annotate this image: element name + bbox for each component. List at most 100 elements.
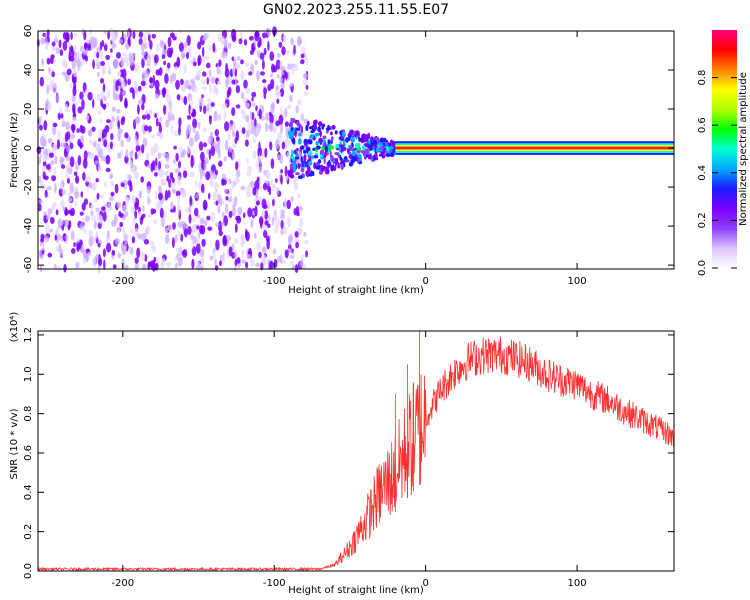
spectrogram-noise-blob	[148, 213, 153, 218]
spectrogram-noise-blob	[217, 80, 222, 86]
spectrogram-noise-blob	[117, 120, 120, 130]
spectrogram-transition-blob	[308, 160, 313, 166]
spectrogram-noise-blob	[185, 207, 189, 214]
spectrogram-noise-blob	[138, 211, 142, 219]
spectrogram-noise-blob	[226, 235, 232, 242]
spectrogram-noise-blob	[167, 36, 172, 48]
spectrogram-transition-blob	[373, 155, 377, 161]
spectrogram-transition-blob	[330, 136, 334, 142]
spectrogram-noise-blob	[240, 235, 246, 241]
spectrogram-noise-blob	[47, 138, 53, 144]
spectrogram-transition-blob	[340, 163, 344, 170]
spectrogram-transition-blob	[307, 150, 313, 156]
spectrogram-noise-blob	[284, 165, 288, 177]
spectrogram-transition-blob	[354, 133, 357, 138]
spectrogram-noise-blob	[275, 85, 280, 91]
spectrogram-noise-blob	[39, 153, 42, 159]
spectrogram-noise-blob	[172, 189, 177, 194]
spectrogram-noise-blob	[282, 259, 286, 265]
spectrogram-noise-blob	[69, 156, 75, 168]
spectrogram-noise-blob	[254, 59, 258, 66]
spectrogram-noise-blob	[193, 236, 197, 245]
spectrogram-noise-blob	[250, 257, 255, 268]
spectrogram-noise-blob	[173, 205, 176, 213]
spectrogram-transition-blob	[325, 127, 331, 131]
spectrogram-noise-blob	[53, 264, 57, 269]
spectrogram-x-tick-label: -200	[111, 276, 134, 287]
spectrogram-noise-blob	[279, 213, 285, 220]
spectrogram-noise-blob	[254, 205, 258, 217]
spectrogram-noise-blob	[113, 58, 119, 70]
spectrogram-noise-blob	[141, 103, 145, 111]
spectrogram-transition-blob	[328, 160, 331, 165]
spectrogram-noise-blob	[131, 195, 136, 205]
spectrogram-noise-blob	[194, 134, 198, 143]
spectrogram-noise-blob	[298, 205, 303, 212]
spectrogram-noise-blob	[238, 38, 243, 45]
spectrogram-noise-blob	[275, 178, 278, 183]
spectrogram-noise-blob	[71, 94, 76, 103]
spectrogram-noise-blob	[109, 120, 113, 130]
spectrogram-noise-blob	[280, 219, 284, 230]
spectrogram-noise-blob	[95, 207, 101, 213]
spectrogram-noise-blob	[171, 177, 175, 183]
spectrogram-transition-blob	[305, 124, 309, 132]
spectrogram-noise-blob	[155, 157, 158, 166]
spectrogram-noise-blob	[65, 168, 69, 179]
spectrogram-noise-blob	[280, 174, 283, 185]
spectrogram-noise-blob	[54, 34, 58, 41]
spectrogram-noise-blob	[201, 86, 207, 91]
spectrogram-noise-blob	[228, 178, 232, 185]
spectrogram-noise-blob	[170, 180, 176, 189]
spectrogram-noise-blob	[101, 103, 107, 109]
spectrogram-noise-blob	[58, 187, 64, 197]
spectrogram-noise-blob	[246, 157, 249, 165]
spectrogram-noise-blob	[197, 57, 200, 67]
spectrogram-noise-blob	[117, 70, 122, 77]
spectrogram-noise-blob	[211, 76, 216, 84]
spectrogram-noise-blob	[300, 132, 305, 138]
spectrogram-noise-blob	[215, 200, 219, 206]
spectrogram-noise-blob	[82, 158, 88, 169]
spectrogram-noise-blob	[99, 194, 104, 200]
spectrogram-noise-blob	[95, 143, 101, 153]
spectrogram-noise-blob	[117, 84, 122, 90]
spectrogram-noise-blob	[51, 41, 56, 47]
spectrogram-noise-blob	[143, 69, 149, 79]
spectrogram-noise-blob	[167, 224, 173, 232]
spectrogram-noise-blob	[137, 150, 141, 157]
spectrogram-noise-blob	[178, 42, 184, 53]
spectrogram-noise-blob	[42, 171, 46, 180]
spectrogram-noise-blob	[100, 61, 106, 66]
spectrogram-noise-blob	[190, 234, 194, 240]
spectrogram-noise-blob	[76, 244, 80, 252]
spectrogram-noise-blob	[234, 176, 240, 184]
spectrogram-noise-blob	[214, 129, 219, 137]
spectrogram-noise-blob	[150, 146, 156, 156]
spectrogram-transition-blob	[329, 150, 332, 158]
spectrogram-transition-blob	[311, 128, 316, 133]
spectrogram-noise-blob	[276, 187, 279, 196]
spectrogram-noise-blob	[219, 260, 222, 267]
spectrogram-noise-blob	[265, 122, 269, 132]
spectrogram-transition-blob	[356, 147, 361, 151]
spectrogram-noise-blob	[89, 152, 94, 159]
spectrogram-noise-blob	[110, 191, 115, 197]
spectrogram-noise-blob	[214, 110, 218, 121]
spectrogram-noise-blob	[208, 192, 211, 200]
snr-x-tick-label: 100	[568, 578, 587, 589]
spectrogram-noise-blob	[80, 125, 86, 134]
spectrogram-noise-blob	[301, 46, 306, 53]
spectrogram-noise-blob	[262, 204, 268, 209]
spectrogram-noise-blob	[149, 77, 153, 84]
spectrogram-noise-blob	[131, 149, 134, 156]
spectrogram-noise-blob	[224, 139, 229, 151]
spectrogram-noise-blob	[40, 37, 45, 45]
spectrogram-transition-blob	[315, 141, 319, 146]
spectrogram-noise-blob	[218, 59, 222, 67]
spectrogram-noise-blob	[210, 145, 216, 157]
spectrogram-noise-blob	[206, 77, 209, 85]
spectrogram-noise-blob	[87, 43, 91, 52]
spectrogram-noise-blob	[77, 106, 83, 114]
spectrogram-transition-blob	[318, 137, 323, 144]
